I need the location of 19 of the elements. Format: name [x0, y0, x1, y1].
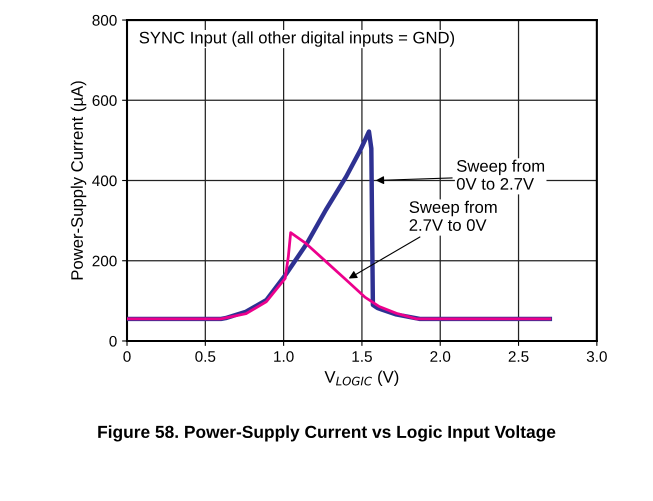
annotation: Sweep from 2.7V to 0V — [410, 200, 497, 231]
line-series — [127, 231, 552, 320]
x-tick-label: 3.0 — [586, 351, 607, 362]
x-tick-label: 1.5 — [352, 351, 372, 362]
text: Figure 58. Power-Supply Current vs Logic Input Voltage — [98, 425, 556, 442]
x-tick-label: 1.0 — [274, 351, 294, 362]
y-tick-label: 600 — [92, 95, 117, 106]
x-tick-label: 2.0 — [430, 351, 450, 362]
y-tick-label: 400 — [92, 175, 117, 186]
y-tick-label: 200 — [92, 256, 117, 266]
x-tick-label: 2.5 — [508, 351, 529, 362]
y-tick-label: 0 — [109, 336, 117, 347]
x-axis-title: V$_{LOGIC}$ (V) — [324, 370, 398, 386]
x-tick-label: 0.5 — [195, 351, 216, 362]
y-tick-label: 800 — [92, 14, 117, 26]
annotation: SYNC Input (all other digital inputs = GND) — [140, 31, 454, 47]
annotation: Sweep from 0V to 2.7V — [456, 160, 544, 190]
x-tick-label: 0 — [123, 351, 131, 362]
y-axis-title: Power-Supply Current (µA) — [70, 81, 86, 280]
